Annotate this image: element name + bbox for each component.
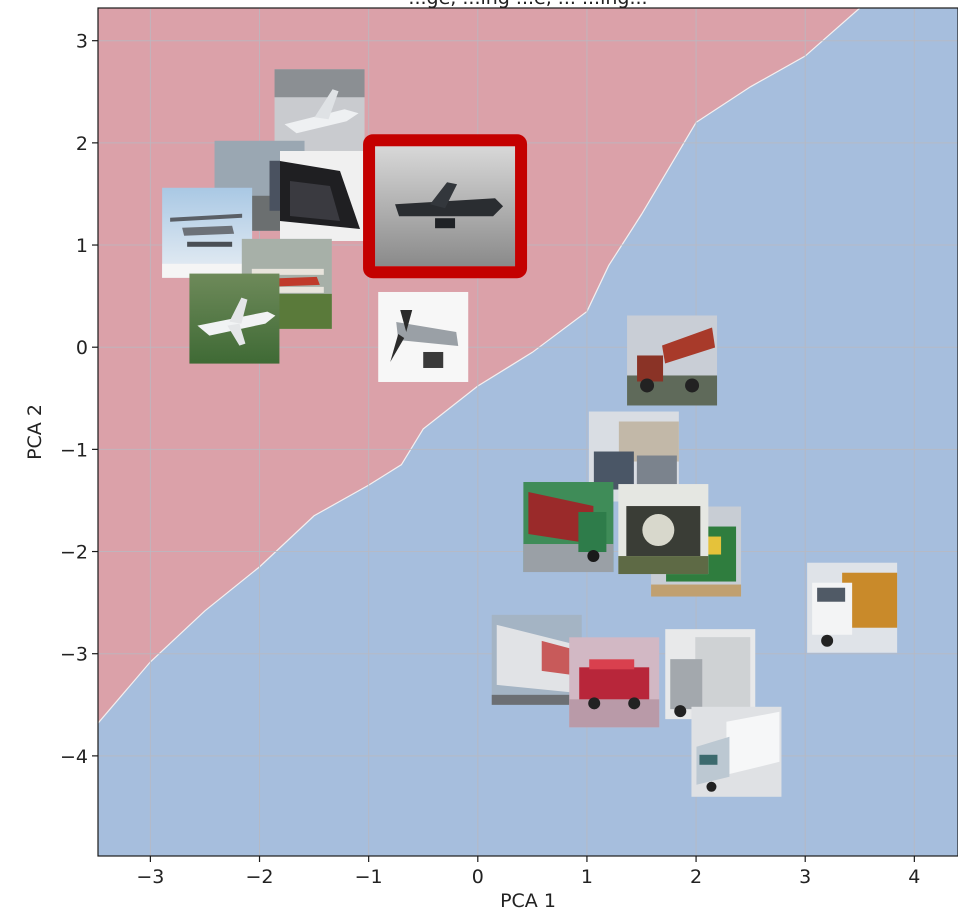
x-tick-label: 0 (472, 866, 484, 888)
x-axis-ticks: −3 −2 −1 0 1 2 3 4 (136, 856, 920, 888)
image-airplane-dark-wing (280, 150, 371, 241)
x-tick-label: 3 (799, 866, 811, 888)
y-tick-label: −3 (60, 644, 88, 666)
y-axis-ticks: 3 2 1 0 −1 −2 −3 −4 (60, 31, 98, 768)
y-tick-label: 3 (76, 31, 88, 53)
y-tick-label: −1 (60, 439, 88, 461)
chart-title: ...ge, ...ing ...e, ... ...ing... (408, 0, 647, 9)
image-truck-white-box-truck (665, 629, 756, 720)
y-axis-label: PCA 2 (24, 404, 46, 460)
decision-regions (98, 8, 958, 856)
image-airplane-jet-grey (274, 69, 365, 160)
y-tick-label: 2 (76, 133, 88, 155)
y-tick-label: −2 (60, 542, 88, 564)
plot-frame (97, 7, 958, 857)
x-tick-label: −1 (355, 866, 383, 888)
highlight-frame (363, 134, 528, 279)
y-tick-label: 1 (76, 235, 88, 257)
x-tick-label: −2 (246, 866, 274, 888)
image-truck-trailer (491, 614, 582, 705)
image-airplane-warbird (363, 134, 528, 279)
image-airplane-seaplane (162, 187, 253, 278)
x-tick-label: 2 (690, 866, 702, 888)
x-tick-label: 1 (581, 866, 593, 888)
image-truck-old-truck (618, 484, 709, 575)
image-markers (162, 69, 898, 797)
x-tick-label: 4 (908, 866, 920, 888)
y-tick-label: −4 (60, 746, 88, 768)
image-truck-box-truck-light (691, 706, 782, 797)
image-truck-green-semi (523, 482, 614, 573)
image-truck-white-semi (807, 562, 898, 653)
x-axis-label: PCA 1 (500, 890, 556, 912)
image-airplane-propeller (378, 291, 469, 382)
y-tick-label: 0 (76, 337, 88, 359)
x-tick-label: −3 (136, 866, 164, 888)
image-truck-red-fire-truck (569, 637, 660, 728)
image-airplane-jet-grass (189, 273, 280, 364)
image-truck-dump-truck (627, 315, 718, 406)
